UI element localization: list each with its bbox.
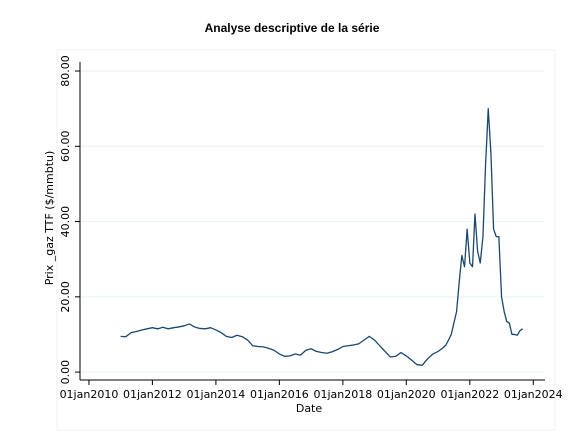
x-tick-label: 01jan2020 (377, 388, 436, 401)
x-tick-label: 01jan2016 (250, 388, 309, 401)
y-tick-label: 60.00 (59, 131, 72, 163)
graph-region (56, 49, 556, 431)
y-tick-label: 0.00 (59, 360, 72, 385)
x-tick-label: 01jan2018 (313, 388, 372, 401)
x-tick-label: 01jan2024 (504, 388, 563, 401)
y-tick-label: 20.00 (59, 281, 72, 313)
chart-title: Analyse descriptive de la série (205, 21, 380, 35)
y-tick-label: 40.00 (59, 206, 72, 238)
x-tick-label: 01jan2010 (60, 388, 119, 401)
x-axis-label: Date (296, 402, 323, 415)
series-line (120, 108, 524, 366)
x-tick-label: 01jan2014 (187, 388, 246, 401)
y-axis-label: Prix _gaz TTF ($/mmbtu) (43, 151, 56, 286)
x-tick-label: 01jan2022 (440, 388, 499, 401)
y-tick-label: 80.00 (59, 55, 72, 87)
x-tick-label: 01jan2012 (123, 388, 182, 401)
